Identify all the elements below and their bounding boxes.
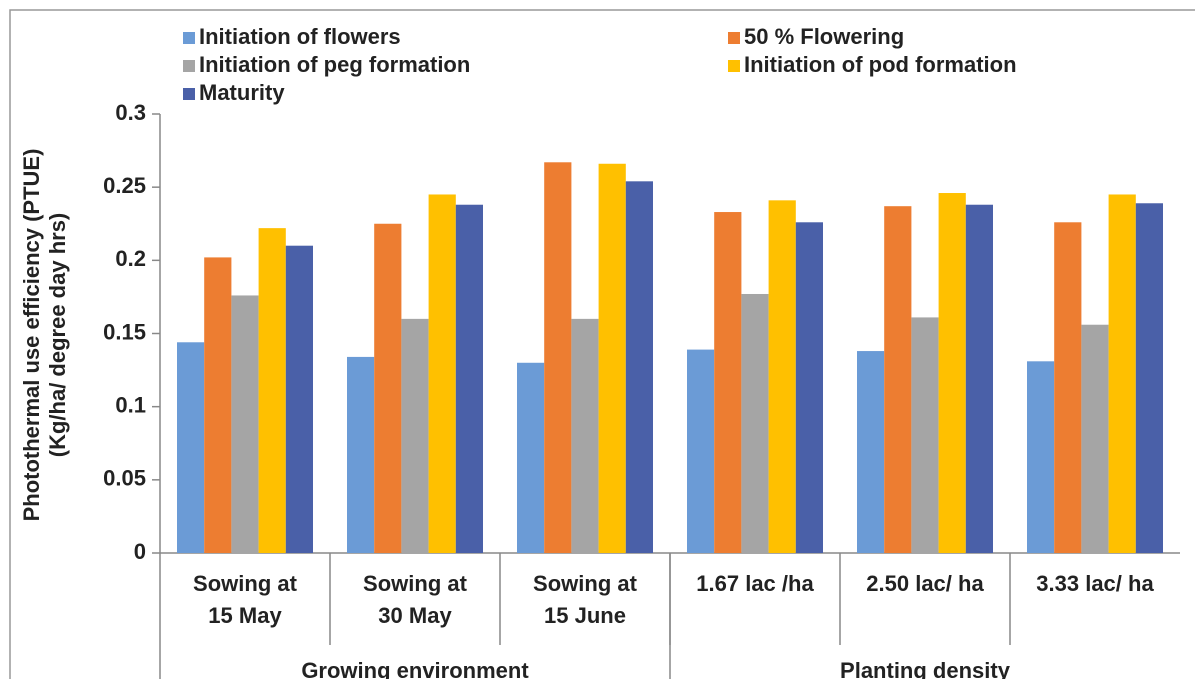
bar [598,163,626,553]
x-tick-label: 15 May [208,603,282,628]
frame [9,9,1195,679]
y-tick-label: 0 [134,539,146,564]
bar [1081,324,1109,553]
bar [177,342,205,553]
y-tick-label: 0.05 [103,466,146,491]
bar [285,245,313,553]
bar [884,206,912,553]
x-tick-label: 2.50 lac/ ha [866,571,984,596]
bar [571,318,599,553]
bar [374,223,402,553]
y-tick-label: 0.1 [115,392,146,417]
bar [1108,194,1136,553]
y-tick-label: 0.2 [115,246,146,271]
x-tick-label: 1.67 lac /ha [696,571,814,596]
bar [204,257,232,553]
legend-label: Initiation of pod formation [744,52,1017,77]
x-tick-label: 3.33 lac/ ha [1036,571,1154,596]
bar [1054,222,1082,553]
bar [911,317,939,553]
bar [231,295,259,553]
legend-swatch [183,88,195,100]
y-tick-label: 0.15 [103,319,146,344]
legend-label: Initiation of peg formation [199,52,470,77]
bar [1027,361,1055,553]
bar [857,351,885,553]
bar [938,193,966,553]
y-label-line: (Kg/ha/ degree day hrs) [45,213,70,458]
legend-swatch [728,32,740,44]
bar [347,356,375,553]
x-tick-label: Sowing at [363,571,468,596]
bar [544,162,572,554]
y-tick-label: 0.3 [115,100,146,125]
bar [455,204,483,553]
x-tick-label: Sowing at [193,571,298,596]
bar [741,293,769,553]
bar [795,222,823,553]
x-tick-label: Sowing at [533,571,638,596]
y-label-line: Photothermal use efficiency (PTUE) [19,149,44,522]
legend-label: Maturity [199,80,285,105]
group-label: Planting density [840,658,1011,679]
legend-swatch [728,60,740,72]
bar [428,194,456,553]
legend-swatch [183,32,195,44]
bar [965,204,993,553]
legend-swatch [183,60,195,72]
bar [258,228,286,553]
bar [625,181,653,553]
bar [687,349,715,553]
bar [768,200,796,553]
x-tick-label: 30 May [378,603,452,628]
y-axis-title: Photothermal use efficiency (PTUE) (Kg/h… [19,149,70,522]
x-tick-label: 15 June [544,603,626,628]
bar [714,212,742,553]
legend-label: Initiation of flowers [199,24,401,49]
legend-label: 50 % Flowering [744,24,904,49]
group-label: Growing environment [301,658,529,679]
bar [517,362,545,553]
y-tick-label: 0.25 [103,173,146,198]
bar [1135,203,1163,553]
bar [401,318,429,553]
